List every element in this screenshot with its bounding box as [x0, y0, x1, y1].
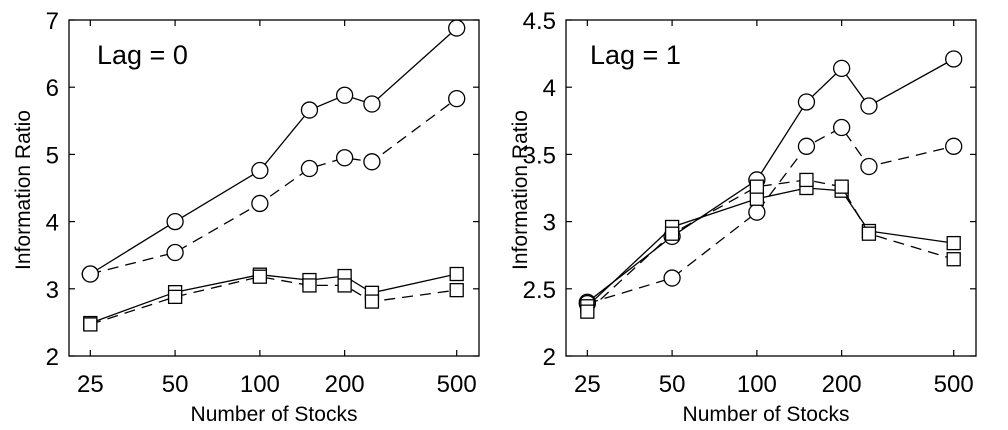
data-point-circle: [832, 59, 851, 78]
series-2: [83, 266, 464, 331]
y-tick-label: 6: [46, 75, 59, 102]
data-point-square: [946, 252, 961, 267]
data-point-circle: [81, 265, 99, 283]
data-point-square: [861, 226, 877, 241]
data-point-circle: [945, 50, 963, 68]
plot-frame: [565, 19, 977, 357]
data-point-square: [664, 226, 680, 241]
data-point-square: [252, 269, 268, 284]
series-0: [578, 50, 963, 311]
x-tick-label: 200: [325, 371, 365, 398]
data-point-circle: [797, 93, 816, 111]
y-tick-label: 4: [46, 210, 59, 237]
data-point-circle: [945, 137, 963, 155]
y-tick-label: 3: [46, 277, 59, 304]
data-point-circle: [860, 157, 878, 176]
chart-panel-lag-1: Lag = 1 Number of Stocks Information Rat…: [509, 8, 977, 426]
x-axis-label: Number of Stocks: [683, 403, 850, 426]
data-point-circle: [448, 89, 466, 108]
data-point-circle: [300, 159, 319, 178]
series-line: [587, 126, 954, 305]
series-line: [90, 98, 458, 275]
y-tick-label: 5: [46, 142, 59, 169]
data-point-square: [302, 278, 317, 293]
chart-panel-lag-0: Lag = 0 Number of Stocks Information Rat…: [12, 8, 480, 426]
data-point-square: [167, 289, 183, 305]
data-point-square: [580, 304, 595, 319]
x-tick-label: 200: [822, 371, 862, 398]
x-axis-label: Number of Stocks: [191, 403, 358, 426]
series-line: [586, 179, 954, 313]
series-3: [580, 172, 961, 319]
data-point-circle: [748, 203, 766, 221]
series-line: [90, 276, 457, 326]
y-tick-label: 4: [543, 75, 556, 102]
series-line: [90, 273, 457, 324]
series-3: [83, 269, 464, 332]
data-point-circle: [166, 243, 184, 262]
data-point-square: [834, 179, 849, 194]
y-axis-label: Information Ratio: [12, 110, 35, 270]
data-point-circle: [663, 269, 681, 287]
y-tick-label: 2: [543, 344, 556, 371]
series-1: [578, 118, 963, 313]
data-point-circle: [166, 212, 184, 231]
data-point-square: [83, 317, 98, 332]
data-point-square: [799, 172, 814, 188]
series-2: [580, 180, 961, 314]
data-point-circle: [797, 137, 816, 155]
series-1: [81, 89, 466, 283]
x-tick-label: 25: [77, 371, 104, 398]
y-tick-label: 3.5: [523, 142, 556, 169]
data-point-circle: [448, 19, 466, 37]
data-point-circle: [335, 86, 354, 104]
data-point-square: [749, 191, 765, 206]
data-point-square: [337, 278, 352, 293]
data-point-circle: [300, 101, 319, 119]
data-point-circle: [363, 153, 381, 171]
data-point-circle: [860, 97, 878, 115]
y-tick-label: 2: [46, 344, 59, 371]
data-point-circle: [335, 149, 354, 167]
data-point-circle: [363, 95, 381, 113]
y-axis-label: Information Ratio: [509, 110, 532, 270]
x-tick-label: 50: [659, 371, 686, 398]
data-point-circle: [251, 161, 269, 180]
panel-annotation: Lag = 1: [590, 40, 681, 70]
data-point-square: [449, 282, 464, 298]
x-tick-label: 25: [574, 371, 601, 398]
x-tick-label: 100: [240, 371, 280, 398]
series-line: [586, 187, 954, 307]
series-line: [586, 58, 955, 303]
data-point-circle: [832, 118, 851, 137]
x-tick-label: 50: [162, 371, 189, 398]
x-tick-label: 500: [437, 371, 477, 398]
y-tick-label: 4.5: [523, 8, 556, 35]
data-point-circle: [251, 194, 269, 213]
plot-frame: [68, 19, 480, 357]
y-tick-label: 3: [543, 210, 556, 237]
data-point-square: [364, 294, 380, 309]
y-tick-label: 2.5: [523, 277, 556, 304]
data-point-square: [449, 266, 464, 282]
panel-annotation: Lag = 0: [97, 40, 188, 70]
x-tick-label: 500: [934, 371, 974, 398]
x-tick-label: 100: [737, 371, 777, 398]
y-tick-label: 7: [46, 8, 59, 35]
data-point-square: [749, 179, 765, 194]
data-point-square: [946, 235, 961, 251]
